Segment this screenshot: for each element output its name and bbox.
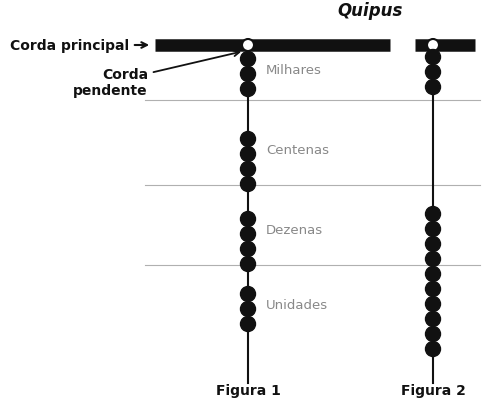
Circle shape bbox=[426, 342, 440, 357]
Circle shape bbox=[426, 267, 440, 282]
Circle shape bbox=[426, 327, 440, 342]
Circle shape bbox=[240, 82, 256, 97]
Circle shape bbox=[240, 317, 256, 332]
Text: Corda
pendente: Corda pendente bbox=[74, 51, 239, 98]
Circle shape bbox=[240, 132, 256, 147]
Circle shape bbox=[427, 40, 439, 52]
Circle shape bbox=[426, 50, 440, 65]
Text: Centenas: Centenas bbox=[266, 144, 329, 157]
Text: Corda principal: Corda principal bbox=[10, 39, 147, 53]
Text: Figura 1: Figura 1 bbox=[216, 383, 280, 397]
Circle shape bbox=[426, 222, 440, 237]
Circle shape bbox=[240, 242, 256, 257]
Circle shape bbox=[242, 40, 254, 52]
Text: Quipus: Quipus bbox=[338, 2, 402, 20]
Text: Dezenas: Dezenas bbox=[266, 224, 323, 237]
Circle shape bbox=[240, 162, 256, 177]
Circle shape bbox=[426, 65, 440, 80]
Circle shape bbox=[240, 302, 256, 317]
Circle shape bbox=[240, 52, 256, 67]
Circle shape bbox=[240, 67, 256, 82]
Circle shape bbox=[240, 147, 256, 162]
Circle shape bbox=[426, 80, 440, 95]
Circle shape bbox=[426, 237, 440, 252]
Circle shape bbox=[426, 207, 440, 222]
Circle shape bbox=[426, 297, 440, 312]
Text: Figura 2: Figura 2 bbox=[400, 383, 466, 397]
Text: Unidades: Unidades bbox=[266, 299, 328, 312]
Circle shape bbox=[240, 212, 256, 227]
Circle shape bbox=[426, 252, 440, 267]
Circle shape bbox=[240, 287, 256, 302]
Circle shape bbox=[240, 227, 256, 242]
Circle shape bbox=[240, 257, 256, 272]
Circle shape bbox=[426, 312, 440, 327]
Circle shape bbox=[426, 282, 440, 297]
Text: Milhares: Milhares bbox=[266, 64, 322, 77]
Circle shape bbox=[240, 177, 256, 192]
